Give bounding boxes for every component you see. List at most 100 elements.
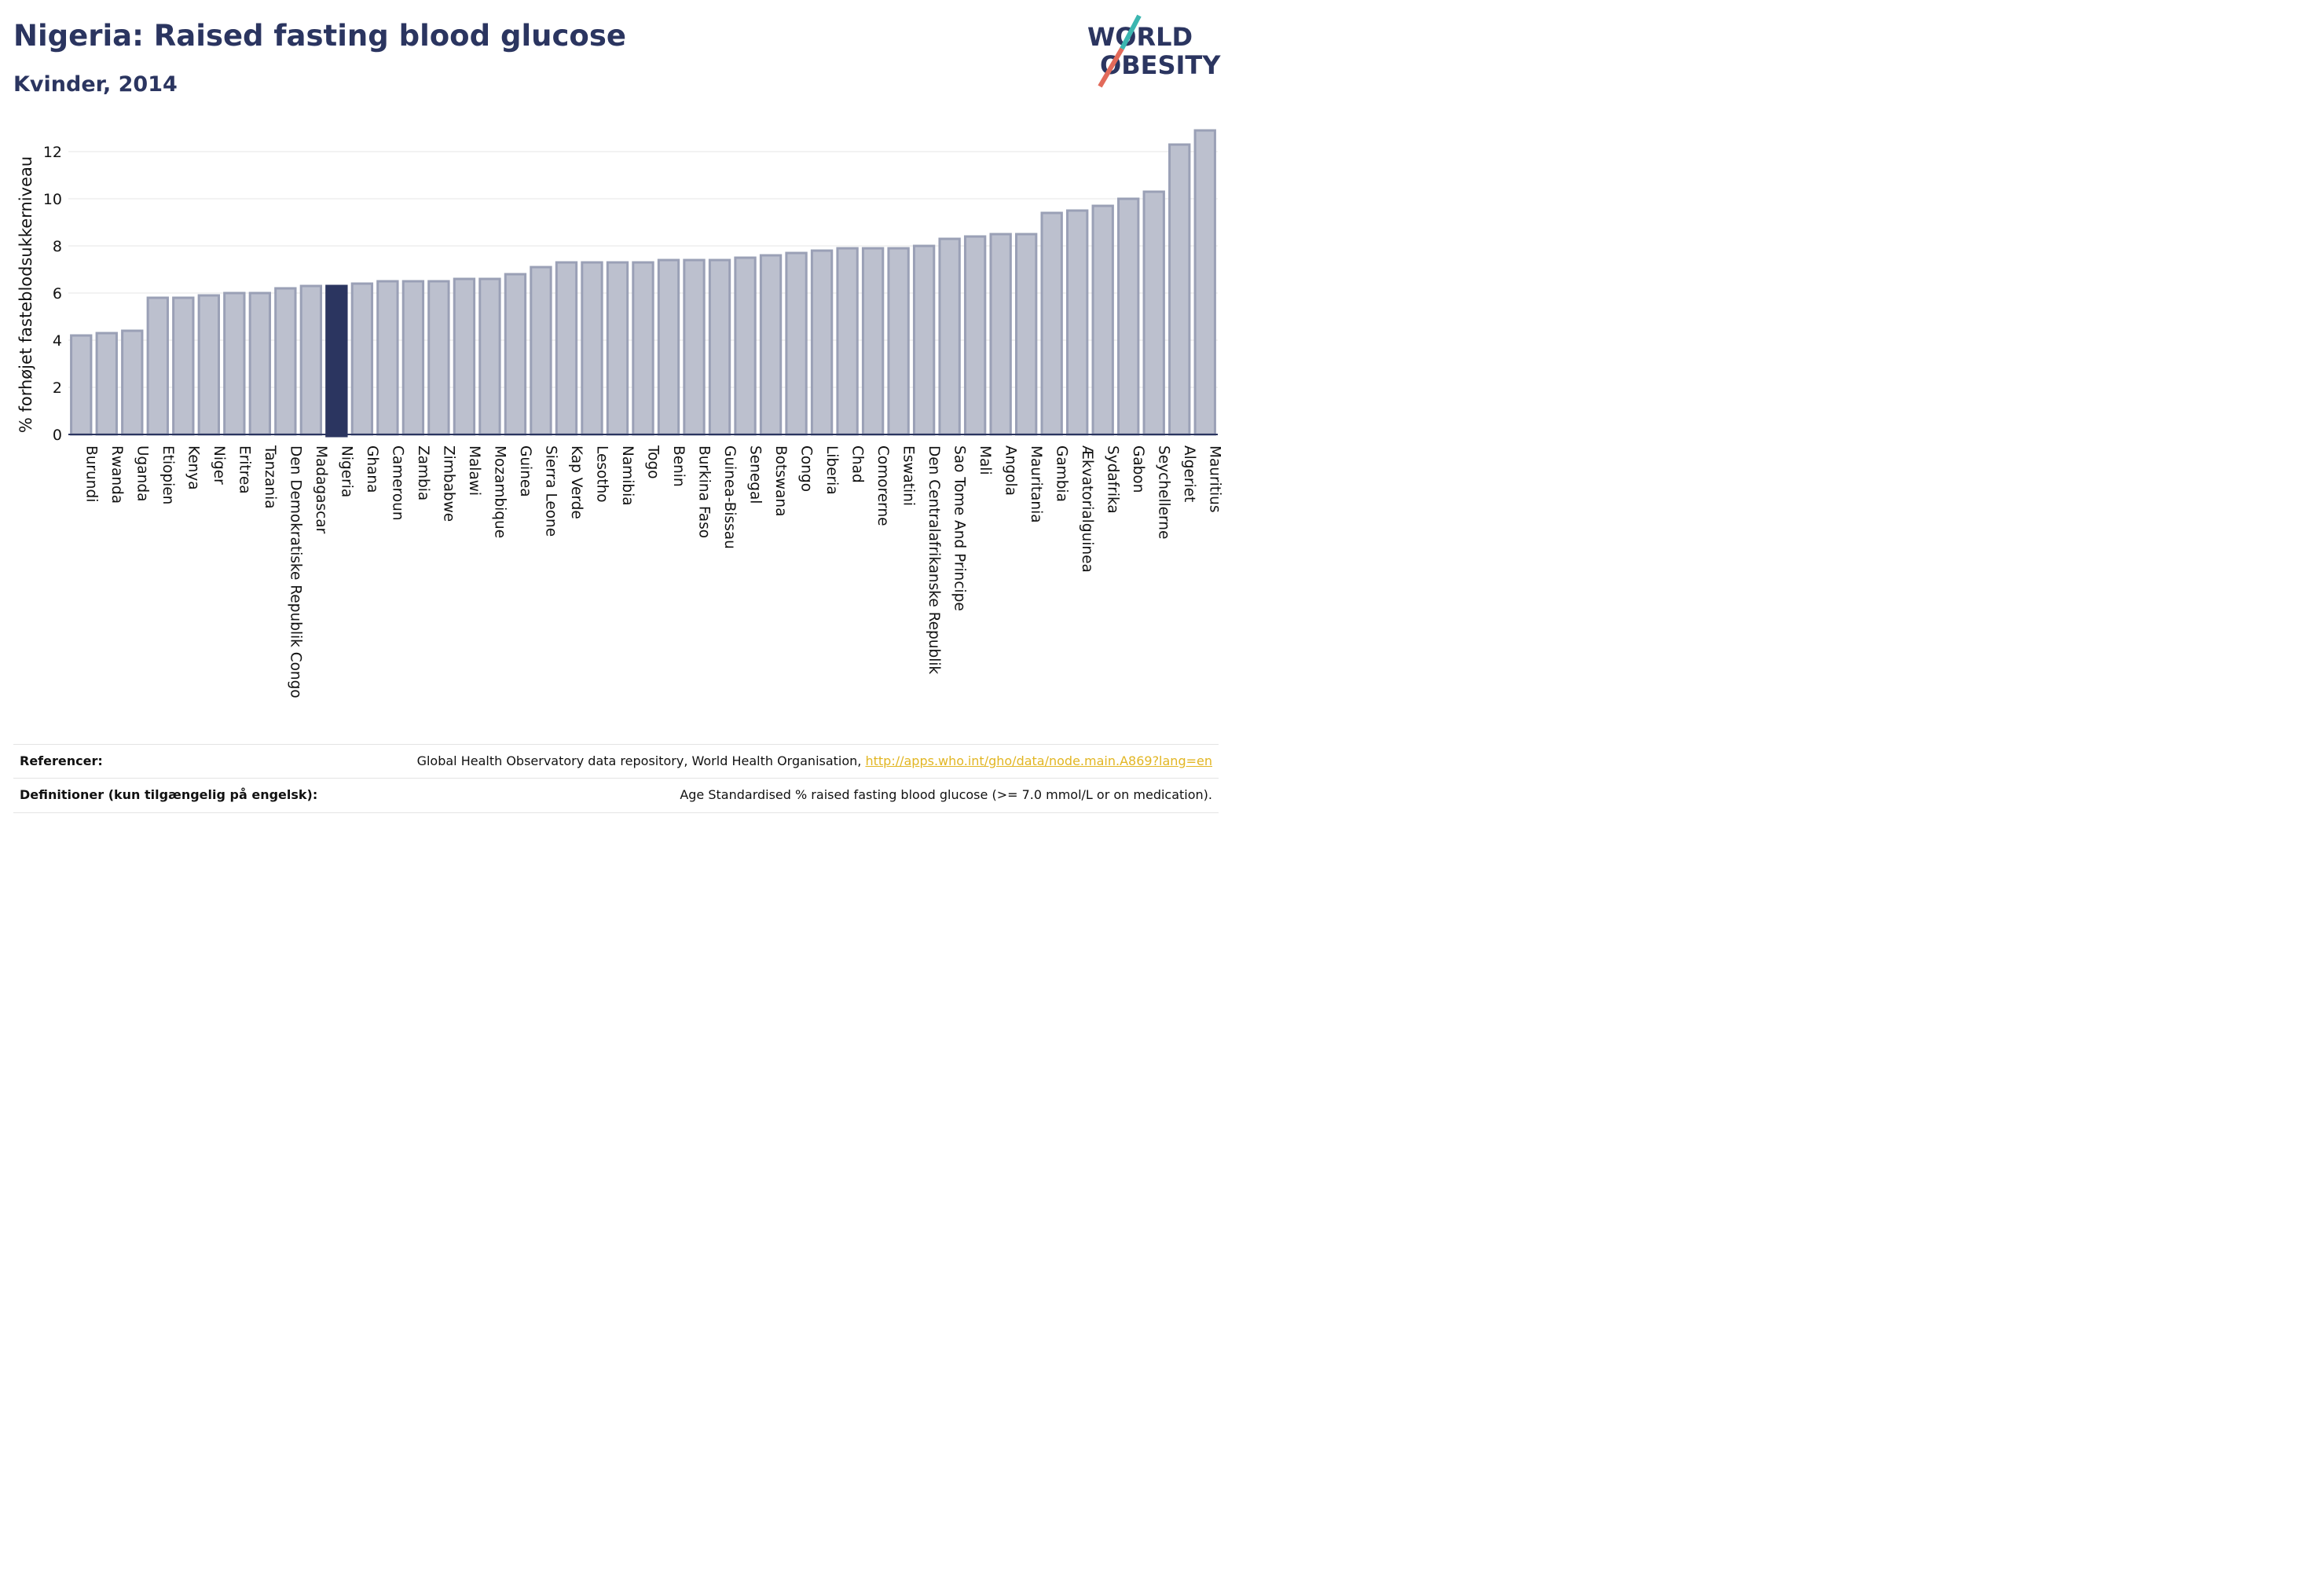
x-tick-label: Angola — [1003, 445, 1019, 496]
x-tick-label: Lesotho — [593, 445, 610, 503]
world-obesity-logo[interactable]: WORLD OBESITY — [1084, 14, 1226, 89]
x-tick-label: Mauritius — [1207, 445, 1223, 513]
bar-mali[interactable] — [963, 235, 987, 436]
x-tick-label: Gabon — [1130, 445, 1146, 493]
bar-benin[interactable] — [657, 258, 680, 436]
bar-cameroun[interactable] — [376, 280, 399, 436]
bar-mauritania[interactable] — [1014, 233, 1038, 436]
bar-etiopien[interactable] — [146, 296, 169, 436]
x-tick-label: Algeriet — [1181, 445, 1197, 502]
x-tick-label: Rwanda — [108, 445, 125, 504]
bar-gambia[interactable] — [1040, 211, 1063, 436]
x-tick-label: Zambia — [415, 445, 431, 500]
bar-seychellerne[interactable] — [1142, 190, 1165, 436]
bar-chart: 0 2 4 6 8 10 12 Burundi Rwanda Uganda Etiopien Ken… — [16, 129, 1223, 698]
x-tick-label: Mali — [977, 445, 993, 475]
x-tick-label: Liberia — [823, 445, 840, 495]
x-tick-label: Chad — [849, 445, 866, 483]
logo-slash-top — [1120, 14, 1142, 50]
x-tick-label: Mauritania — [1028, 445, 1044, 523]
x-tick-label: Seychellerne — [1156, 445, 1172, 539]
definitions-row: Definitioner (kun tilgængelig på engelsk… — [13, 778, 1219, 813]
logo-slash-bottom — [1098, 47, 1124, 88]
x-tick-label: Malawi — [466, 445, 482, 496]
x-tick-label: Guinea — [517, 445, 533, 497]
references-text: Global Health Observatory data repositor… — [416, 753, 866, 768]
bar-comorerne[interactable] — [861, 247, 885, 436]
bar-namibia[interactable] — [606, 261, 629, 436]
bar-ækvatorialguinea[interactable] — [1066, 209, 1089, 436]
x-tick-label: Congo — [798, 445, 815, 492]
chart-subtitle: Kvinder, 2014 — [13, 72, 178, 97]
bar-sydafrika[interactable] — [1091, 204, 1114, 436]
x-tick-label: Tanzania — [262, 445, 278, 509]
x-tick-label: Madagascar — [313, 445, 329, 534]
definitions-label: Definitioner (kun tilgængelig på engelsk… — [20, 787, 318, 802]
bar-kenya[interactable] — [172, 296, 195, 436]
bar-sierra-leone[interactable] — [530, 266, 552, 436]
x-tick-label: Nigeria — [338, 445, 354, 497]
bar-den-centralafrikanske-republik[interactable] — [912, 244, 936, 436]
bar-eswatini[interactable] — [887, 247, 910, 436]
bar-zimbabwe[interactable] — [427, 280, 450, 436]
bar-zambia[interactable] — [401, 280, 425, 436]
bar-madagascar[interactable] — [299, 284, 323, 436]
bar-rwanda[interactable] — [95, 332, 118, 436]
references-row: Referencer: Global Health Observatory da… — [13, 744, 1219, 779]
x-tick-label: Botswana — [772, 445, 789, 516]
y-tick-label: 6 — [53, 285, 62, 302]
bar-malawi[interactable] — [453, 277, 476, 436]
bar-niger[interactable] — [197, 294, 220, 436]
bar-sao-tome-and-principe[interactable] — [938, 237, 961, 436]
bar-liberia[interactable] — [810, 249, 834, 436]
logo-line1: WORLD — [1087, 22, 1193, 52]
bar-mozambique[interactable] — [478, 277, 501, 436]
bar-angola[interactable] — [989, 233, 1012, 436]
y-tick-label: 4 — [53, 332, 62, 350]
bar-guinea-bissau[interactable] — [708, 258, 731, 436]
bar-congo[interactable] — [785, 251, 808, 436]
x-tick-label: Sao Tome And Principe — [951, 445, 968, 611]
bar-mauritius[interactable] — [1193, 129, 1216, 436]
bar-togo[interactable] — [632, 261, 654, 436]
bar-guinea[interactable] — [504, 273, 527, 436]
x-tick-label: Guinea-Bissau — [721, 445, 738, 549]
x-tick-label: Comorerne — [874, 445, 891, 526]
x-tick-label: Cameroun — [389, 445, 405, 521]
x-tick-label: Senegal — [747, 445, 764, 504]
bar-chad[interactable] — [836, 247, 859, 436]
definitions-value: Age Standardised % raised fasting blood … — [680, 787, 1212, 802]
bar-lesotho[interactable] — [581, 261, 603, 436]
y-tick-label: 0 — [53, 427, 62, 444]
bar-burundi[interactable] — [70, 334, 93, 436]
bar-ghana[interactable] — [350, 282, 374, 436]
bars — [70, 129, 1216, 438]
bar-burkina-faso[interactable] — [683, 258, 706, 436]
x-tick-label: Eritrea — [236, 445, 252, 494]
x-tick-label: Mozambique — [491, 445, 508, 538]
references-link[interactable]: http://apps.who.int/gho/data/node.main.A… — [865, 753, 1212, 768]
x-tick-label: Eswatini — [900, 445, 917, 506]
x-tick-label: Uganda — [134, 445, 150, 501]
axes: 0 2 4 6 8 10 12 — [43, 144, 1218, 444]
y-axis-label: % forhøjet fasteblodsukkerniveau — [16, 156, 35, 433]
x-tick-label: Sydafrika — [1105, 445, 1121, 514]
x-tick-label: Burkina Faso — [696, 445, 713, 538]
bar-kap-verde[interactable] — [555, 261, 578, 436]
bar-nigeria[interactable] — [325, 284, 348, 438]
bar-senegal[interactable] — [734, 256, 757, 436]
x-tick-label: Namibia — [619, 445, 636, 506]
bar-tanzania[interactable] — [248, 291, 272, 436]
y-tick-label: 10 — [43, 191, 62, 208]
x-tick-label: Kap Verde — [568, 445, 585, 519]
x-tick-label: Etiopien — [159, 445, 176, 504]
bar-eritrea[interactable] — [223, 291, 246, 436]
x-tick-label: Burundi — [82, 445, 99, 502]
x-tick-label: Kenya — [185, 445, 201, 490]
bar-botswana[interactable] — [759, 254, 783, 436]
y-tick-label: 2 — [53, 379, 62, 397]
bar-algeriet[interactable] — [1168, 143, 1191, 436]
bar-den-demokratiske-republik-congo[interactable] — [274, 287, 297, 436]
bar-gabon[interactable] — [1117, 197, 1140, 436]
bar-uganda[interactable] — [121, 329, 144, 436]
